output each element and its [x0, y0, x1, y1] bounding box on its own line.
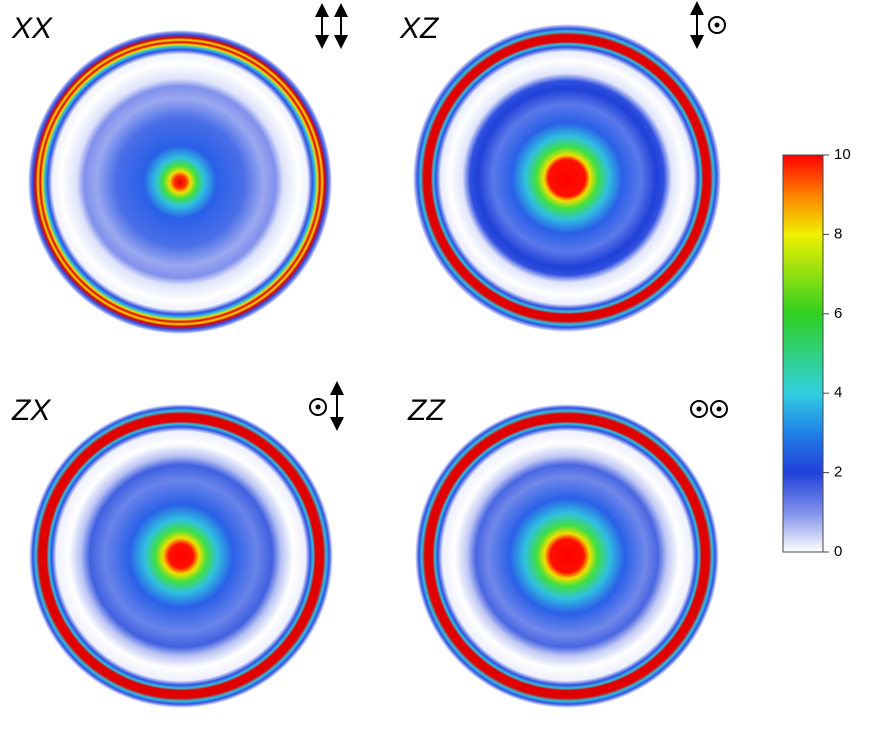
colorbar	[782, 154, 824, 553]
image-zx	[29, 404, 333, 708]
panel-label: XZ	[399, 12, 440, 45]
dots	[315, 22, 722, 412]
tick-label: 8	[834, 225, 842, 242]
panel-label: ZX	[11, 394, 51, 427]
polarization-icons	[309, 0, 728, 431]
image-xz	[413, 24, 721, 332]
tick-label: 0	[834, 543, 842, 560]
tick-label: 2	[834, 464, 842, 481]
image-zz	[415, 404, 719, 708]
panel-label: XX	[11, 12, 53, 45]
tick-label: 6	[834, 305, 842, 322]
tick-label: 4	[834, 384, 842, 401]
image-xx	[28, 30, 332, 334]
tick-label: 10	[834, 146, 851, 163]
colorbar-ticks: 0 2 4 6 8 10	[823, 146, 851, 560]
panel-label: ZZ	[407, 394, 446, 427]
